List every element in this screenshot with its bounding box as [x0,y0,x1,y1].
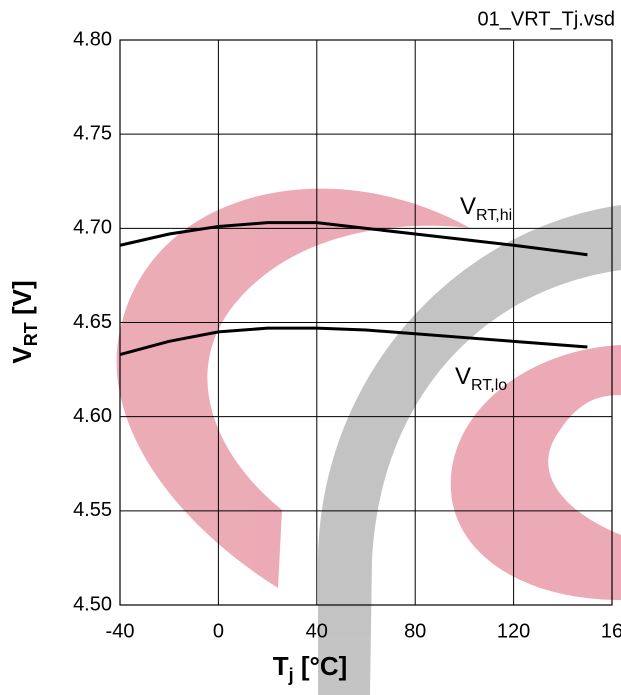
x-tick-label: 120 [497,620,530,642]
y-tick-label: 4.65 [73,311,112,333]
series-line [119,326,588,356]
chart-title: 01_VRT_Tj.vsd [478,8,615,30]
x-label-main: T [273,651,289,681]
x-axis-label: Tj [°C] [273,651,348,685]
y-tick-label: 4.55 [73,499,112,521]
watermark-arc [116,188,470,588]
watermark-arc [318,205,621,695]
series-line [119,221,588,257]
x-tick-label: 40 [306,620,328,642]
annotation-sub: RT,hi [476,207,512,224]
annotation-main: V [460,193,476,220]
x-tick-label: 0 [213,620,224,642]
x-label-sub: j [288,665,294,685]
x-tick-label: -40 [106,620,135,642]
y-label-sub: RT [21,322,41,346]
x-label-rest: [°C] [294,651,348,681]
y-label-rest: [V] [7,280,37,322]
watermark [116,188,621,695]
y-tick-label: 4.70 [73,217,112,239]
annotation-sub: RT,lo [471,377,507,394]
annotation-main: V [455,363,471,390]
y-tick-label: 4.60 [73,405,112,427]
y-axis-label: VRT [V] [7,280,41,363]
x-tick-label: 16 [601,620,621,642]
y-tick-label: 4.80 [73,28,112,50]
y-label-main: V [7,346,37,364]
annotation: VRT,lo [455,363,507,394]
watermark-arc [450,345,621,600]
plot-frame [119,39,613,606]
y-tick-label: 4.50 [73,593,112,615]
y-tick-label: 4.75 [73,122,112,144]
x-tick-label: 80 [404,620,426,642]
annotation: VRT,hi [460,193,512,224]
